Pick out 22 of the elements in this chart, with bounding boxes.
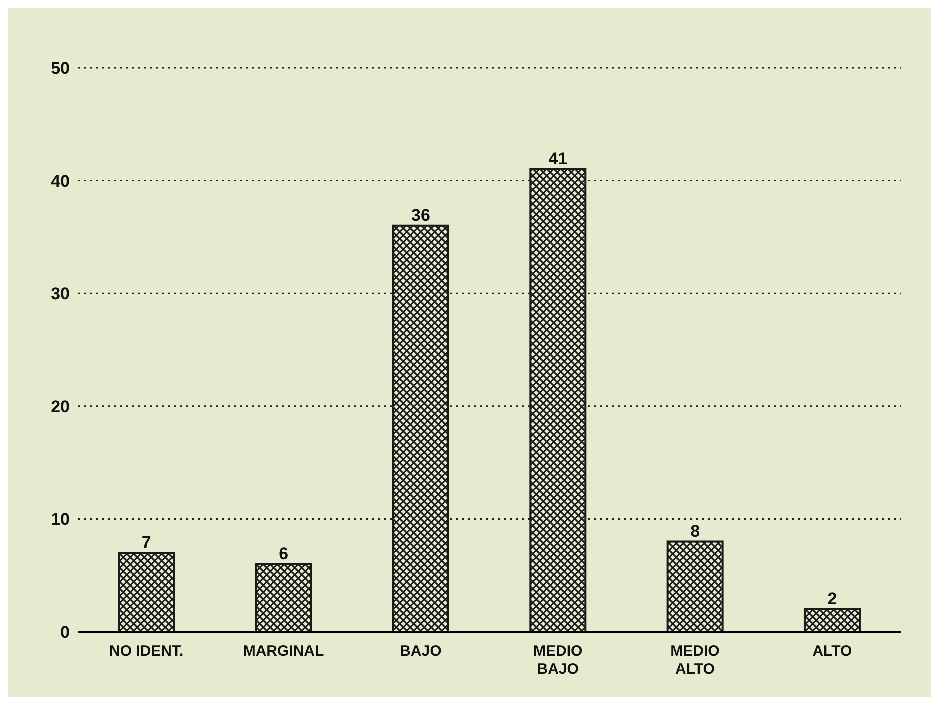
y-tick-label: 10 <box>51 510 70 530</box>
x-tick-label: BAJO <box>400 643 442 660</box>
x-tick-label: NO IDENT. <box>109 643 184 660</box>
y-tick-label: 50 <box>51 59 70 78</box>
x-tick-label: MARGINAL <box>243 643 324 660</box>
bar <box>118 552 176 632</box>
x-tick-label: MEDIO BAJO <box>533 643 583 678</box>
bar <box>666 540 724 632</box>
y-tick-label: 20 <box>51 397 70 416</box>
data-label: 2 <box>828 589 838 608</box>
data-label: 41 <box>548 150 568 169</box>
x-tick-label: ALTO <box>812 643 852 660</box>
x-tick-label: MEDIO ALTO <box>670 643 720 678</box>
data-label: 8 <box>690 522 700 541</box>
y-tick-label: 30 <box>51 284 70 304</box>
y-tick-label: 40 <box>51 172 70 191</box>
data-label: 7 <box>142 533 152 552</box>
bar <box>255 563 312 632</box>
data-label: 36 <box>412 206 430 225</box>
bar <box>804 608 861 632</box>
y-tick-label: 0 <box>60 623 70 642</box>
data-label: 6 <box>279 544 289 564</box>
